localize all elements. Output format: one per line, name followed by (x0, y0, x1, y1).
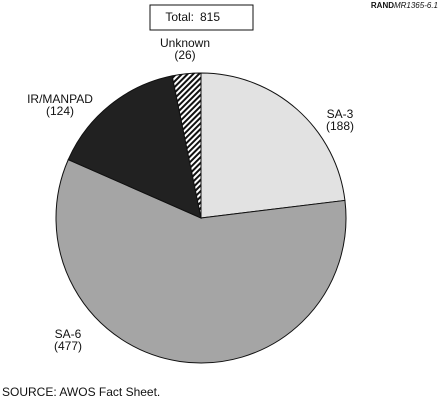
pie-slice (67, 75, 202, 219)
pie-slice (55, 158, 347, 364)
slice-label: SA-6 (55, 327, 82, 341)
slice-value-label: (124) (46, 104, 74, 118)
code: MR1365-6.1 (394, 1, 438, 10)
slice-label: IR/MANPAD (27, 92, 93, 106)
code-prefix: RAND (371, 1, 394, 10)
pie-slice (200, 72, 346, 219)
slice-label: SA-3 (327, 107, 354, 121)
source: SOURCE: AWOS Fact Sheet. (2, 385, 160, 399)
total-label: Total: (165, 10, 194, 24)
slice-value-label: (26) (174, 48, 195, 62)
slice-value-label: (188) (326, 119, 354, 133)
pie-slice (171, 72, 202, 219)
total-value: 815 (200, 10, 220, 24)
slice-label: Unknown (160, 36, 210, 50)
total-box (149, 4, 254, 31)
slice-value-label: (477) (54, 339, 82, 353)
